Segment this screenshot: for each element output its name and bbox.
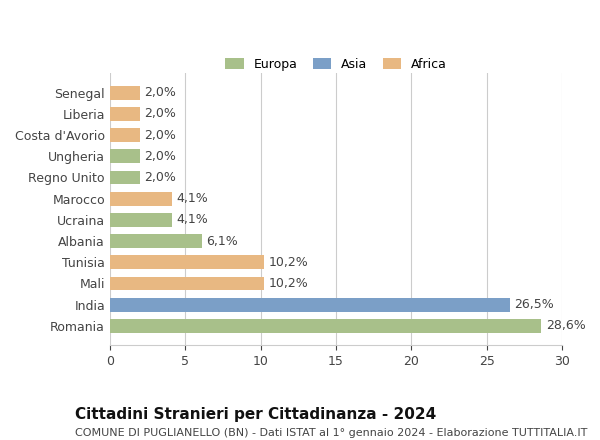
Bar (110, 171, 140, 184)
Text: 2,0%: 2,0% (145, 150, 176, 163)
Bar (110, 277, 263, 290)
Bar (110, 213, 172, 227)
Text: 4,1%: 4,1% (176, 192, 208, 205)
Bar (110, 86, 140, 99)
Text: 10,2%: 10,2% (268, 277, 308, 290)
Text: 4,1%: 4,1% (176, 213, 208, 226)
Text: 26,5%: 26,5% (514, 298, 554, 311)
Bar (110, 128, 140, 142)
Bar (110, 192, 172, 205)
Text: 6,1%: 6,1% (206, 235, 238, 248)
Text: 28,6%: 28,6% (546, 319, 586, 332)
Bar (110, 319, 541, 333)
Bar (110, 107, 140, 121)
Text: 2,0%: 2,0% (145, 107, 176, 121)
Legend: Europa, Asia, Africa: Europa, Asia, Africa (220, 52, 452, 76)
Bar (110, 234, 202, 248)
Bar (110, 255, 263, 269)
Bar (110, 298, 509, 312)
Text: 2,0%: 2,0% (145, 128, 176, 142)
Text: COMUNE DI PUGLIANELLO (BN) - Dati ISTAT al 1° gennaio 2024 - Elaborazione TUTTIT: COMUNE DI PUGLIANELLO (BN) - Dati ISTAT … (75, 428, 587, 438)
Text: 2,0%: 2,0% (145, 86, 176, 99)
Text: Cittadini Stranieri per Cittadinanza - 2024: Cittadini Stranieri per Cittadinanza - 2… (75, 407, 436, 422)
Bar (110, 149, 140, 163)
Text: 2,0%: 2,0% (145, 171, 176, 184)
Text: 10,2%: 10,2% (268, 256, 308, 269)
